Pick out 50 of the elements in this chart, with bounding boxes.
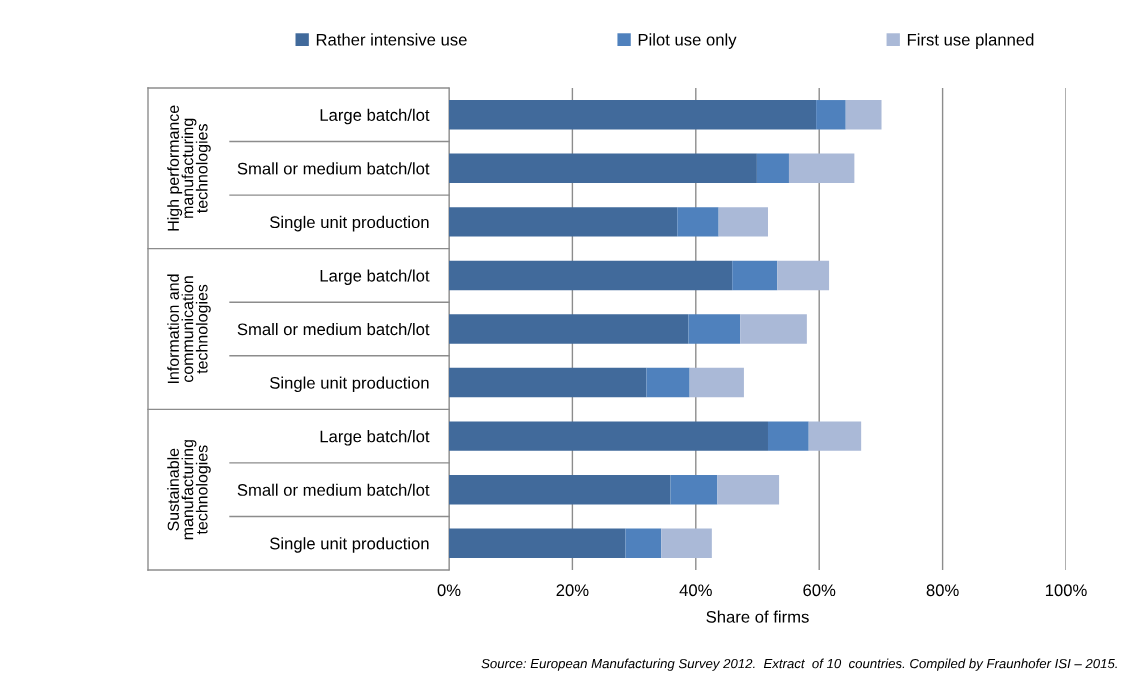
bar (756, 153, 789, 184)
text: Sustainable manufacturing technologies (167, 440, 211, 540)
y-tick-label: Single unit production (270, 537, 429, 553)
bar (449, 367, 647, 398)
y-tick-label: Large batch/lot (320, 269, 430, 285)
bar (808, 421, 862, 451)
bar (717, 474, 780, 505)
y-tick-label: Large batch/lot (320, 108, 430, 125)
bar (688, 314, 741, 344)
bar (718, 207, 768, 237)
bar (777, 260, 830, 291)
bar (449, 260, 733, 291)
bar (677, 207, 719, 237)
legend-label: First use planned (907, 33, 1034, 49)
bar (449, 528, 626, 558)
source-note: Source: European Manufacturing Survey 2012. Extract of 10 countries. Compiled by Fraunhofer ISI – 2015. (481, 658, 1117, 671)
bar (449, 100, 817, 130)
bar (689, 367, 744, 398)
bar (767, 421, 809, 451)
x-tick-label: 100% (1045, 584, 1087, 597)
y-tick-label: Small or medium batch/lot (237, 162, 430, 175)
bar (449, 153, 757, 184)
y-tick-label: Single unit production (270, 215, 429, 232)
bar (449, 207, 678, 237)
bar (449, 421, 768, 451)
legend-label: Rather intensive use (316, 33, 467, 46)
bar (732, 260, 778, 291)
x-tick-label: 60% (803, 584, 836, 597)
y-tick-label: Small or medium batch/lot (237, 483, 430, 496)
text: Information and communication technologies (167, 274, 211, 384)
y-tick-label: Large batch/lot (320, 430, 430, 446)
bar (646, 367, 690, 398)
bar (449, 474, 671, 505)
legend-label: Pilot use only (638, 33, 737, 49)
text: High performance manufacturing technologies (167, 105, 211, 231)
x-tick-label: 0% (437, 584, 461, 597)
bar (740, 314, 807, 344)
x-tick-label: 20% (556, 584, 589, 597)
y-tick-label: Small or medium batch/lot (237, 322, 430, 336)
bar (845, 100, 882, 130)
bar (625, 528, 662, 558)
bar (788, 153, 855, 184)
x-tick-label: 80% (926, 584, 959, 597)
bar (661, 528, 712, 558)
y-tick-label: Single unit production (270, 376, 429, 393)
bar (449, 314, 689, 344)
bar (816, 100, 846, 130)
bar (670, 474, 718, 505)
x-tick-label: 40% (679, 584, 712, 597)
x-axis-title: Share of firms (706, 610, 809, 623)
